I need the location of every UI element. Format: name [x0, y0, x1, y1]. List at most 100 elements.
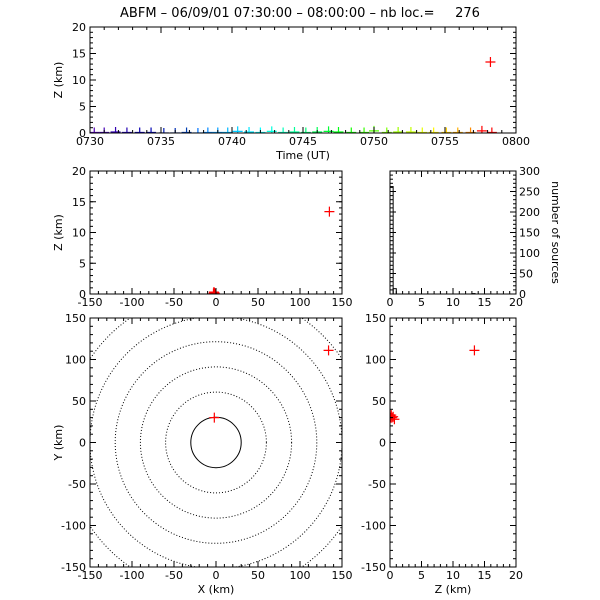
data-point — [476, 125, 487, 133]
x-tick-label: 0 — [213, 296, 220, 309]
y-tick-label: 5 — [79, 257, 86, 270]
x-tick-label: 50 — [251, 569, 265, 582]
x-axis-label: X (km) — [198, 583, 235, 596]
x-tick-label: 0750 — [360, 135, 388, 148]
data-point — [222, 127, 233, 133]
data-point — [289, 126, 300, 133]
x-tick-label: 0755 — [431, 135, 459, 148]
data-point — [333, 126, 344, 133]
data-point — [90, 127, 100, 133]
data-point — [278, 127, 289, 133]
data-point — [486, 127, 497, 133]
points — [90, 56, 497, 133]
y-tick-label: 150 — [365, 312, 386, 325]
x-tick-label: 150 — [332, 296, 353, 309]
y-tick-label: 20 — [72, 165, 86, 178]
y-tick-label: 20 — [72, 21, 86, 34]
plot-frame — [89, 170, 343, 295]
data-point — [441, 127, 452, 133]
plot-frame — [89, 317, 343, 568]
range-ring — [90, 318, 342, 567]
x-tick-label: 20 — [509, 296, 523, 309]
x-tick-label: -50 — [165, 569, 183, 582]
x-tick-label: -50 — [165, 296, 183, 309]
data-point — [110, 126, 121, 133]
data-point — [134, 127, 145, 133]
data-point — [232, 126, 243, 133]
data-point — [485, 56, 496, 67]
range-ring — [114, 341, 318, 544]
data-point — [208, 287, 219, 294]
y-tick-label: -100 — [61, 520, 86, 533]
y-tick-label: 250 — [519, 186, 540, 199]
data-point — [192, 128, 203, 133]
y-axis-label: number of sources — [549, 181, 562, 284]
y-tick-label: 0 — [519, 288, 526, 301]
x-tick-label: 15 — [478, 569, 492, 582]
y-tick-label: 100 — [365, 354, 386, 367]
y-tick-label: 100 — [65, 354, 86, 367]
x-tick-label: 20 — [509, 569, 523, 582]
x-tick-label: 5 — [418, 569, 425, 582]
y-tick-label: 0 — [79, 127, 86, 140]
data-point — [209, 412, 220, 423]
y-tick-label: -50 — [368, 478, 386, 491]
histogram-bar — [390, 186, 394, 294]
x-tick-label: 0745 — [289, 135, 317, 148]
data-point — [158, 128, 169, 133]
data-point — [390, 410, 397, 421]
y-tick-label: -100 — [361, 520, 386, 533]
figure-title: ABFM – 06/09/01 07:30:00 – 08:00:00 – nb… — [120, 6, 480, 21]
y-axis-label: Z (km) — [52, 214, 65, 251]
x-tick-label: 50 — [251, 296, 265, 309]
x-tick-label: 0 — [213, 569, 220, 582]
data-point — [469, 345, 480, 356]
x-axis-label: Time (UT) — [275, 149, 330, 162]
x-tick-label: 15 — [478, 296, 492, 309]
data-point — [266, 126, 277, 133]
data-point — [324, 206, 335, 217]
y-tick-label: 150 — [65, 312, 86, 325]
data-point — [465, 127, 476, 133]
x-tick-label: 0735 — [147, 135, 175, 148]
data-point — [323, 345, 334, 356]
y-tick-label: 15 — [72, 196, 86, 209]
points — [208, 206, 335, 294]
x-tick-label: 0 — [387, 569, 394, 582]
range-ring — [139, 366, 293, 519]
data-point — [181, 127, 192, 133]
panel-z-y: 0 5 10 15 20 -150 -100 -50 0 50 100 150 Z (km) — [361, 312, 523, 596]
histogram — [390, 186, 476, 294]
data-point — [359, 127, 370, 133]
data-point — [146, 127, 157, 133]
points — [390, 345, 480, 425]
x-tick-label: 100 — [290, 569, 311, 582]
data-point — [121, 127, 132, 133]
y-tick-label: 200 — [519, 206, 540, 219]
data-point — [202, 127, 213, 133]
y-tick-label: 5 — [79, 101, 86, 114]
y-tick-label: 10 — [72, 74, 86, 87]
range-ring — [190, 416, 242, 469]
y-axis-label: Z (km) — [52, 62, 65, 99]
y-tick-label: 150 — [519, 227, 540, 240]
panel-x-z: -150 -100 -50 0 50 100 150 0 5 10 15 20 Z (km) — [52, 165, 353, 309]
data-point — [346, 127, 357, 133]
x-tick-label: 0800 — [502, 135, 530, 148]
data-point — [390, 411, 399, 422]
y-tick-label: 0 — [79, 288, 86, 301]
plot-frame — [89, 26, 517, 134]
x-tick-label: -150 — [78, 296, 103, 309]
data-point — [323, 126, 334, 133]
y-tick-label: 10 — [72, 227, 86, 240]
x-tick-label: -100 — [120, 569, 145, 582]
data-point — [170, 128, 181, 133]
plot-frame — [389, 317, 517, 568]
x-axis-label: Z (km) — [435, 583, 472, 596]
range-rings — [90, 318, 342, 567]
y-tick-label: 0 — [379, 437, 386, 450]
range-ring — [165, 391, 267, 494]
y-tick-label: -50 — [68, 478, 86, 491]
panel-time-height: 0730 0735 0740 0745 0750 0755 0800 0 5 10 15 20 Time… — [52, 21, 530, 162]
